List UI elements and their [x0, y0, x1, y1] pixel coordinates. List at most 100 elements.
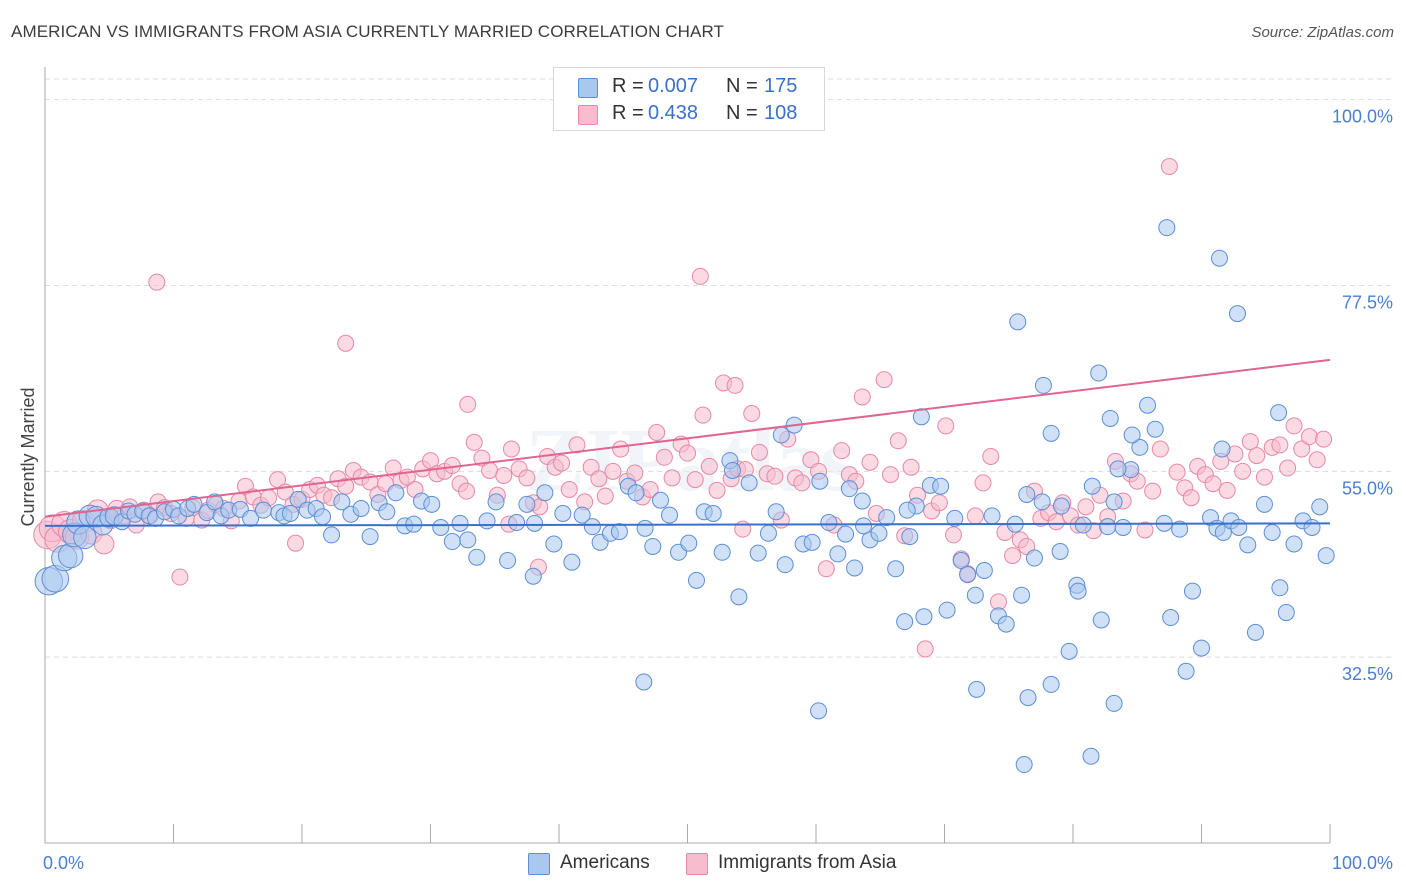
americans-point-73 [652, 491, 670, 509]
immigrants-point-91 [700, 457, 718, 475]
immigrants-point-113 [861, 453, 879, 471]
immigrants-point-88 [679, 444, 696, 462]
americans-point-147 [1246, 623, 1264, 641]
immigrants-point-154 [1160, 158, 1178, 176]
immigrants-point-92 [708, 481, 726, 499]
americans-point-63 [563, 553, 581, 571]
americans-point-44 [387, 484, 405, 502]
immigrants-point-104 [793, 474, 811, 492]
americans-point-115 [997, 615, 1015, 633]
americans-point-109 [952, 552, 970, 570]
americans-point-179 [840, 480, 858, 498]
americans-point-162 [1009, 313, 1027, 331]
immigrants-point-73 [568, 436, 586, 454]
americans-point-123 [1060, 642, 1078, 660]
americans-point-152 [1285, 535, 1303, 553]
americans-point-151 [1277, 604, 1295, 622]
americans-point-70 [627, 484, 645, 502]
americans-point-140 [1193, 639, 1210, 657]
americans-point-164 [1034, 376, 1052, 394]
r-value: 0.007 [648, 75, 699, 97]
americans-point-110 [959, 566, 977, 584]
axes [44, 67, 1331, 844]
americans-point-95 [846, 559, 864, 577]
legend-label-americans: Americans [560, 852, 650, 873]
americans-point-160 [524, 567, 542, 585]
n-value: 108 [764, 102, 798, 124]
americans-point-163 [1228, 305, 1246, 323]
americans-point-37 [323, 526, 341, 544]
y-tick-labels: 32.5% 55.0% 77.5% 100.0% [1332, 107, 1393, 685]
americans-point-126 [1083, 477, 1101, 495]
y-tick-label-3: 100.0% [1332, 107, 1393, 127]
immigrants-point-77 [596, 487, 614, 505]
americans-point-53 [468, 548, 486, 566]
americans-point-100 [887, 560, 905, 578]
americans-point-65 [583, 518, 601, 536]
americans-point-111 [966, 586, 984, 604]
americans-point-82 [730, 588, 748, 606]
immigrants-point-100 [766, 467, 784, 485]
immigrants-point-9 [93, 533, 115, 555]
immigrants-point-42 [337, 477, 355, 495]
immigrants-point-166 [1248, 447, 1266, 465]
immigrants-point-78 [604, 462, 622, 480]
immigrants-point-175 [1315, 430, 1333, 448]
immigrants-point-174 [1308, 451, 1326, 469]
americans-point-6 [73, 525, 97, 550]
americans-point-167 [1042, 424, 1060, 442]
immigrants-point-130 [982, 447, 1000, 465]
americans-point-119 [1025, 549, 1043, 567]
immigrants-point-116 [882, 466, 900, 484]
immigrants-point-86 [663, 469, 681, 487]
americans-point-136 [1162, 609, 1180, 627]
immigrants-point-180 [691, 267, 709, 285]
immigrants-point-79 [612, 440, 630, 458]
immigrants-point-125 [944, 526, 962, 544]
immigrants-point-173 [1300, 428, 1318, 446]
americans-point-138 [1177, 662, 1195, 680]
americans-point-139 [1184, 582, 1202, 600]
americans-point-176 [723, 461, 741, 479]
immigrants-point-61 [481, 461, 499, 479]
americans-point-85 [759, 524, 777, 542]
immigrants-point-58 [457, 482, 475, 500]
immigrants-point-48 [384, 459, 402, 477]
immigrants-point-107 [817, 560, 835, 578]
americans-point-184 [1090, 364, 1108, 382]
immigrants-point-177 [337, 334, 355, 352]
americans-point-127 [1092, 611, 1110, 629]
immigrants-point-160 [1204, 475, 1222, 493]
americans-point-24 [206, 493, 224, 511]
r-label: R = [612, 102, 644, 124]
immigrants-point-178 [287, 534, 305, 552]
immigrants-point-176 [148, 273, 166, 291]
americans-point-169 [1213, 440, 1231, 458]
immigrants-point-89 [686, 471, 704, 489]
americans-trend-line [44, 522, 1331, 527]
pink-swatch [578, 105, 598, 125]
americans-point-134 [1146, 420, 1164, 438]
americans-point-55 [487, 493, 505, 511]
americans-point-171 [1019, 689, 1037, 707]
immigrants-point-133 [1004, 547, 1022, 565]
immigrants-point-157 [1182, 489, 1200, 507]
americans-point-148 [1255, 495, 1273, 513]
americans-point-64 [573, 506, 591, 524]
immigrants-point-129 [974, 474, 992, 492]
americans-point-72 [644, 537, 662, 555]
americans-point-150 [1271, 579, 1289, 597]
immigrants-point-139 [1047, 513, 1065, 531]
americans-point-120 [1033, 493, 1051, 511]
americans-point-54 [478, 512, 496, 530]
source-label: Source: ZipAtlas.com [1251, 24, 1394, 41]
americans-point-113 [983, 507, 1001, 525]
immigrants-point-112 [853, 388, 871, 406]
americans-point-58 [518, 495, 536, 513]
americans-point-106 [932, 477, 950, 495]
y-axis-label: Currently Married [18, 387, 38, 526]
immigrants-point-183 [726, 376, 744, 394]
americans-point-61 [545, 535, 563, 553]
immigrants-point-119 [902, 458, 920, 476]
immigrants-point-84 [648, 424, 666, 442]
